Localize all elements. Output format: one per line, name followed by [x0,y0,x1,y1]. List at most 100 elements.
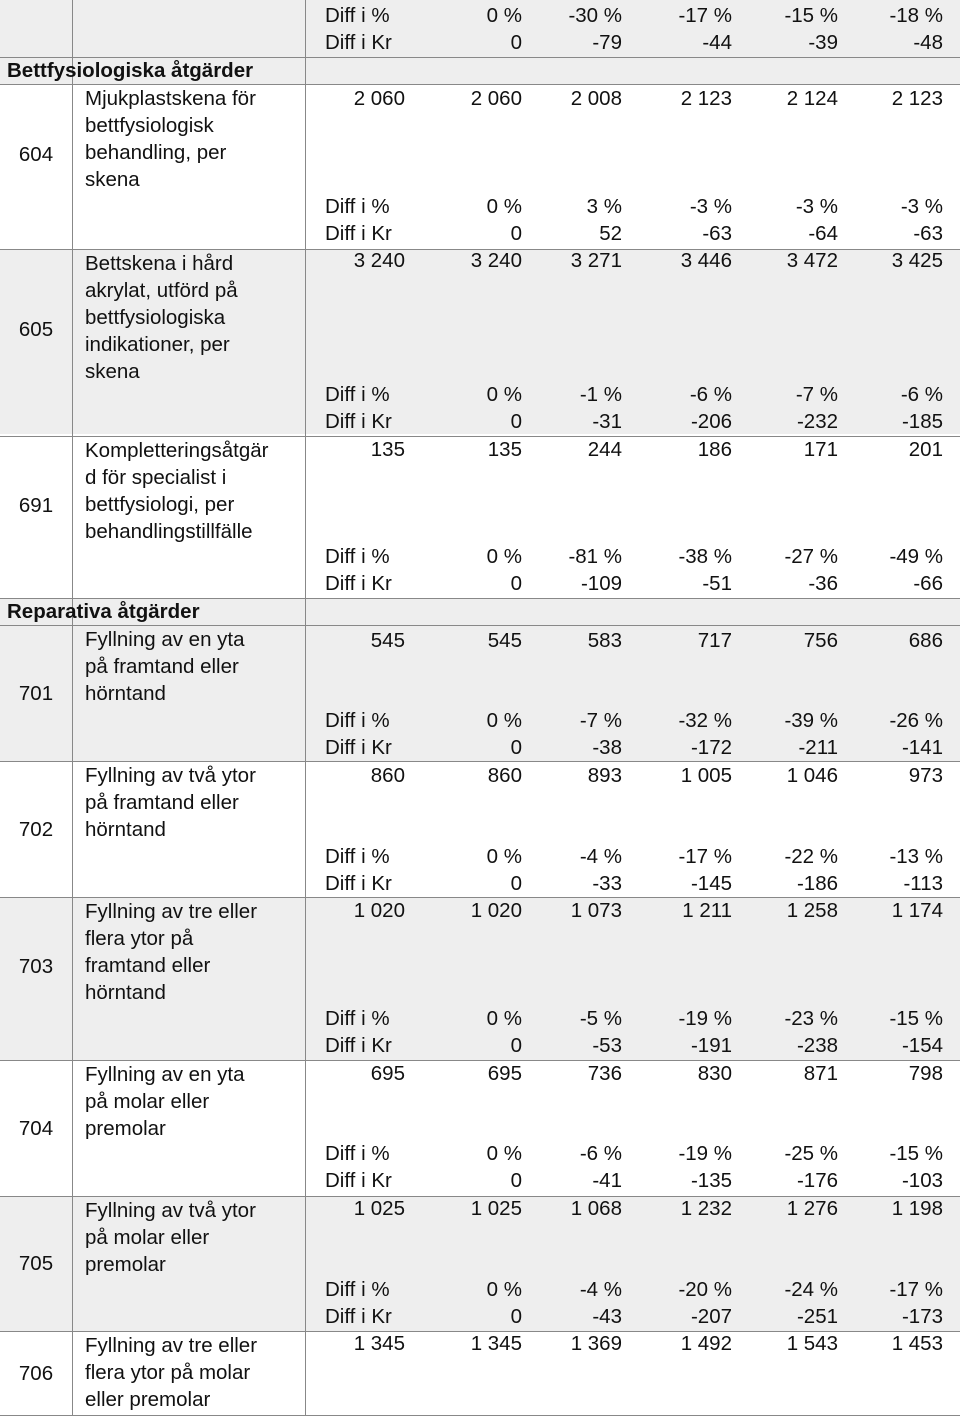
diff-pct-label: Diff i % [325,1007,390,1030]
diff-pct-value: -5 % [579,1007,622,1030]
price-value: 1 492 [680,1332,732,1355]
diff-pct-value: 0 % [486,709,522,732]
price-value: 1 025 [470,1197,522,1220]
price-value: 1 198 [891,1197,943,1220]
price-value: 1 073 [570,899,622,922]
diff-kr-value: -207 [690,1305,732,1328]
diff-pct-value: -27 % [784,545,838,568]
item-band-703 [0,897,960,1060]
header-band [0,0,960,57]
price-value: 695 [487,1062,522,1085]
diff-kr-label: Diff i Kr [325,31,392,54]
description-line: akrylat, utförd på [85,279,238,302]
diff-pct-value: 0 % [486,1007,522,1030]
diff-kr-value: 52 [599,222,622,245]
diff-pct-value: 0 % [486,1278,522,1301]
diff-pct-value: 0 % [486,1142,522,1165]
section-band-1 [0,598,960,625]
price-value: 830 [697,1062,732,1085]
price-value: 1 258 [786,899,838,922]
item-band-705 [0,1196,960,1331]
price-value: 545 [370,629,405,652]
description-line: på molar eller [85,1090,210,1113]
price-value: 3 271 [570,249,622,272]
price-value: 973 [908,764,943,787]
price-value: 736 [587,1062,622,1085]
diff-pct-value: -3 % [900,195,943,218]
price-value: 860 [370,764,405,787]
diff-pct-value: -49 % [889,545,943,568]
diff-kr-label: Diff i Kr [325,572,392,595]
diff-kr-label: Diff i Kr [325,1034,392,1057]
diff-kr-value: -113 [903,872,943,895]
price-value: 871 [803,1062,838,1085]
item-code: 704 [18,1116,54,1140]
price-value: 2 060 [353,87,405,110]
price-value: 893 [587,764,622,787]
description-line: Fyllning av en yta [85,1063,245,1086]
description-line: premolar [85,1253,166,1276]
price-value: 244 [587,438,622,461]
diff-pct-value: -18 % [889,4,943,27]
diff-pct-value: -3 % [689,195,732,218]
diff-kr-value: 0 [510,872,522,895]
description-line: Fyllning av två ytor [85,1199,256,1222]
item-band-605 [0,249,960,434]
diff-kr-value: 0 [510,736,522,759]
price-value: 1 369 [570,1332,622,1355]
item-description: Kompletteringsåtgär d för specialist i bet… [85,437,305,545]
price-value: 545 [487,629,522,652]
diff-pct-value: -1 % [579,383,622,406]
price-value: 1 345 [353,1332,405,1355]
row-divider [0,598,960,599]
diff-kr-value: -109 [580,572,622,595]
diff-pct-label: Diff i % [325,845,390,868]
description-line: behandlingstillfälle [85,520,253,543]
price-value: 1 232 [680,1197,732,1220]
diff-kr-label: Diff i Kr [325,222,392,245]
price-value: 686 [908,629,943,652]
diff-kr-value: 0 [510,1034,522,1057]
description-line: Bettskena i hård [85,252,234,275]
diff-pct-value: -17 % [889,1278,943,1301]
diff-pct-value: -23 % [784,1007,838,1030]
diff-kr-value: -154 [901,1034,943,1057]
diff-kr-value: -48 [913,31,943,54]
diff-kr-value: -66 [913,572,943,595]
description-line: skena [85,360,140,383]
item-band-701 [0,625,960,761]
row-divider [0,761,960,762]
diff-kr-value: 0 [510,222,522,245]
description-line: flera ytor på molar [85,1361,251,1384]
price-value: 3 472 [786,249,838,272]
diff-pct-value: -4 % [579,1278,622,1301]
diff-pct-label: Diff i % [325,4,390,27]
description-line: premolar [85,1117,166,1140]
description-line: bettfysiologi, per [85,493,235,516]
diff-kr-value: -211 [798,736,838,759]
price-value: 2 123 [680,87,732,110]
price-value: 171 [803,438,838,461]
diff-pct-value: -6 % [579,1142,622,1165]
diff-kr-value: -51 [702,572,732,595]
price-value: 756 [803,629,838,652]
description-line: skena [85,168,140,191]
price-value: 1 174 [891,899,943,922]
row-divider [0,1196,960,1197]
price-value: 1 025 [353,1197,405,1220]
description-line: Fyllning av en yta [85,628,245,651]
price-value: 1 276 [786,1197,838,1220]
description-line: eller premolar [85,1388,211,1411]
diff-pct-value: 0 % [486,383,522,406]
diff-pct-value: -6 % [900,383,943,406]
price-value: 1 046 [786,764,838,787]
diff-pct-value: -38 % [678,545,732,568]
diff-kr-value: 0 [510,1169,522,1192]
diff-kr-value: 0 [510,572,522,595]
item-code: 701 [18,681,54,705]
item-code: 706 [18,1362,54,1385]
price-value: 3 446 [680,249,732,272]
price-value: 717 [697,629,732,652]
item-description: Fyllning av två ytor på framtand eller hör… [85,762,305,843]
diff-kr-label: Diff i Kr [325,736,392,759]
